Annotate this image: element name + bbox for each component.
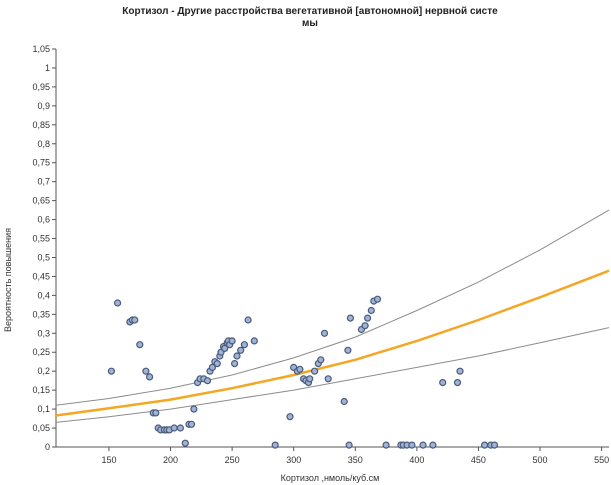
data-point bbox=[296, 365, 304, 373]
data-point bbox=[345, 441, 353, 449]
y-tick-label: 1 bbox=[45, 63, 50, 73]
y-tick-label: 0,1 bbox=[37, 404, 50, 414]
y-tick-label: 0,85 bbox=[32, 120, 50, 130]
data-point bbox=[181, 439, 189, 447]
data-point bbox=[367, 306, 375, 315]
x-tick-label: 500 bbox=[533, 455, 548, 465]
data-point bbox=[311, 367, 319, 375]
y-tick-label: 0,75 bbox=[32, 158, 50, 168]
data-point bbox=[146, 373, 154, 381]
y-tick-label: 0,15 bbox=[32, 385, 50, 395]
y-tick-label: 0,7 bbox=[37, 177, 50, 187]
data-point bbox=[203, 377, 212, 385]
data-point bbox=[228, 337, 236, 345]
data-point bbox=[439, 379, 447, 387]
x-tick-label: 250 bbox=[225, 455, 240, 465]
data-point bbox=[233, 352, 241, 360]
data-point bbox=[250, 337, 258, 345]
data-point bbox=[340, 397, 348, 406]
data-point bbox=[170, 424, 178, 432]
data-point bbox=[382, 441, 390, 449]
y-tick-label: 0,8 bbox=[37, 139, 50, 149]
y-tick-label: 0,95 bbox=[32, 82, 50, 92]
data-point bbox=[244, 316, 252, 324]
y-tick-label: 1,05 bbox=[32, 44, 50, 54]
y-tick-label: 0,65 bbox=[32, 196, 50, 206]
scatter-points bbox=[107, 295, 499, 449]
y-tick-label: 0,25 bbox=[32, 347, 50, 357]
x-tick-label: 300 bbox=[286, 455, 301, 465]
lower-bound-line bbox=[55, 327, 610, 423]
data-point bbox=[187, 420, 196, 428]
data-point bbox=[408, 441, 416, 449]
y-tick-label: 0 bbox=[45, 442, 50, 452]
data-point bbox=[213, 360, 221, 368]
x-tick-label: 400 bbox=[409, 455, 424, 465]
data-point bbox=[306, 375, 314, 383]
data-point bbox=[324, 375, 332, 383]
data-point bbox=[373, 295, 382, 303]
data-point bbox=[429, 441, 437, 449]
y-tick-label: 0,4 bbox=[37, 290, 50, 300]
data-point bbox=[176, 424, 184, 432]
y-tick-label: 0,3 bbox=[37, 328, 50, 338]
data-point bbox=[240, 341, 248, 349]
x-axis-label: Кортизол ,нмоль/куб.см bbox=[281, 473, 380, 483]
data-point bbox=[317, 356, 325, 364]
data-point bbox=[152, 409, 160, 417]
data-point bbox=[190, 405, 198, 413]
y-tick-label: 0,55 bbox=[32, 234, 50, 244]
y-axis-label: Вероятность повышения bbox=[3, 228, 13, 332]
data-point bbox=[490, 441, 499, 449]
data-point bbox=[142, 367, 150, 375]
y-tick-label: 0,05 bbox=[32, 423, 50, 433]
data-point bbox=[364, 314, 372, 322]
x-tick-label: 450 bbox=[471, 455, 486, 465]
series-lines bbox=[55, 209, 610, 423]
data-point bbox=[320, 329, 329, 337]
y-tick-label: 0,45 bbox=[32, 271, 50, 281]
chart-title: Кортизол - Другие расстройства вегетатив… bbox=[122, 6, 498, 29]
axes: 0 0,05 0,1 0,15 0,2 0,25 0,3 0,35 0,4 0,45 0,5 0,55… bbox=[32, 44, 609, 465]
x-tick-label: 550 bbox=[594, 455, 609, 465]
y-tick-label: 0,5 bbox=[37, 252, 50, 262]
x-tick-label: 350 bbox=[348, 455, 363, 465]
data-point bbox=[286, 413, 294, 421]
fit-line bbox=[55, 269, 610, 417]
data-point bbox=[346, 314, 354, 322]
data-point bbox=[361, 322, 369, 330]
y-tick-label: 0,35 bbox=[32, 309, 50, 319]
data-point bbox=[113, 299, 122, 307]
y-tick-label: 0,2 bbox=[37, 366, 50, 376]
data-point bbox=[136, 341, 144, 349]
data-point bbox=[107, 367, 116, 375]
y-tick-label: 0,6 bbox=[37, 215, 50, 225]
y-tick-label: 0,9 bbox=[37, 101, 50, 111]
data-point bbox=[456, 367, 464, 375]
data-point bbox=[271, 441, 279, 449]
data-point bbox=[419, 441, 427, 449]
data-point bbox=[237, 346, 245, 354]
data-point bbox=[231, 360, 239, 368]
data-point bbox=[453, 379, 462, 387]
upper-bound-line bbox=[55, 209, 610, 406]
data-point bbox=[131, 316, 139, 324]
data-point bbox=[481, 441, 489, 449]
x-tick-label: 200 bbox=[163, 455, 178, 465]
data-point bbox=[221, 344, 229, 352]
data-point bbox=[344, 346, 352, 354]
x-tick-label: 150 bbox=[101, 455, 116, 465]
data-point bbox=[208, 363, 216, 371]
